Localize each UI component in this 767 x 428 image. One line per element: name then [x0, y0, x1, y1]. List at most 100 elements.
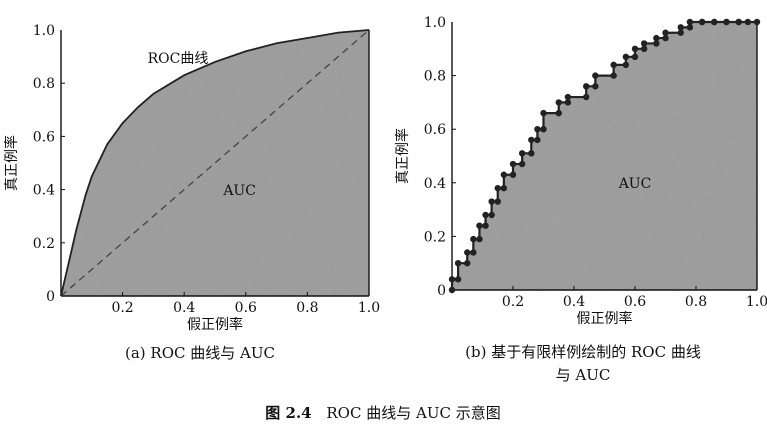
- roc-point: [528, 136, 535, 144]
- panel-b-caption-line-1: (b) 基于有限样例绘制的 ROC 曲线: [465, 343, 701, 361]
- roc-point: [454, 260, 462, 267]
- roc-point: [482, 211, 489, 219]
- auc-annotation-b: AUC: [618, 176, 652, 192]
- roc-point: [640, 45, 648, 52]
- roc-curve-line: [60, 29, 370, 297]
- x-axis-label-b: 假正例率: [577, 310, 633, 327]
- roc-point: [640, 40, 648, 47]
- roc-point: [528, 150, 535, 157]
- auc-annotation-a: AUC: [222, 183, 256, 199]
- y-tick-label: 0.2: [33, 236, 55, 252]
- roc-point: [583, 93, 590, 101]
- roc-point: [677, 24, 684, 31]
- roc-point: [494, 198, 501, 205]
- roc-point: [534, 126, 541, 133]
- x-tick-label: 0.2: [111, 300, 133, 316]
- roc-point: [454, 276, 462, 283]
- x-tick-label: 0.6: [624, 294, 646, 310]
- panel-b: 0.2 0.4 0.6 0.8 1.0 0 0.2 0.4 0.6 0.8 1.0 AUC 假正例率…: [394, 15, 767, 384]
- panel-a: 0.2 0.4 0.6 0.8 1.0 0 0.2 0.4 0.6 0.8 1.0 ROC曲线 AU…: [3, 23, 380, 362]
- roc-point: [735, 18, 742, 26]
- roc-point: [464, 260, 471, 267]
- x-tick-label: 1.0: [746, 294, 767, 310]
- y-tick-label: 0.6: [424, 122, 446, 138]
- y-tick-label: 0.6: [33, 129, 55, 145]
- roc-point: [592, 83, 599, 90]
- auc-texture: [452, 22, 757, 290]
- roc-point: [723, 18, 730, 26]
- panel-a-marks: [60, 29, 370, 297]
- x-tick-label: 0.4: [173, 300, 195, 316]
- x-tick-label: 0.8: [685, 294, 707, 310]
- roc-point: [488, 198, 495, 205]
- panel-b-marks: [448, 18, 761, 294]
- roc-point: [488, 211, 495, 219]
- roc-point: [662, 29, 669, 36]
- y-tick-label: 0.8: [424, 69, 446, 85]
- roc-point: [540, 126, 547, 133]
- y-tick-label: 0: [46, 289, 55, 305]
- x-axis-label-a: 假正例率: [187, 316, 243, 333]
- y-tick-label: 0.2: [424, 229, 446, 245]
- roc-point: [583, 83, 590, 90]
- roc-point: [534, 136, 541, 144]
- roc-point: [470, 235, 477, 243]
- roc-point: [622, 53, 630, 61]
- roc-point: [686, 18, 694, 26]
- roc-point: [564, 99, 572, 106]
- panel-b-axes: [451, 22, 758, 291]
- roc-point: [448, 276, 456, 283]
- x-tick-label: 0.6: [235, 300, 257, 316]
- roc-point: [610, 72, 617, 79]
- y-axis-label-b: 真正例率: [394, 128, 411, 184]
- roc-point: [509, 160, 517, 168]
- panel-b-ticks: 0.2 0.4 0.6 0.8 1.0 0 0.2 0.4 0.6 0.8 1.0: [424, 15, 767, 310]
- roc-point: [464, 249, 471, 256]
- y-tick-label: 0.8: [33, 76, 55, 92]
- roc-point: [555, 99, 562, 106]
- y-tick-label: 1.0: [424, 15, 446, 31]
- roc-point: [653, 40, 660, 47]
- roc-point: [564, 93, 572, 101]
- roc-point: [662, 34, 669, 42]
- roc-point: [711, 18, 718, 26]
- roc-point: [686, 24, 694, 31]
- y-tick-label: 1.0: [33, 23, 55, 39]
- roc-point: [677, 29, 684, 36]
- roc-point: [610, 61, 617, 69]
- roc-point: [509, 171, 517, 178]
- roc-point: [500, 171, 508, 178]
- roc-point: [540, 109, 547, 117]
- roc-curve-annotation: ROC曲线: [148, 51, 209, 67]
- figure-caption: 图 2.4 ROC 曲线与 AUC 示意图: [265, 404, 500, 422]
- panel-a-ticks: 0.2 0.4 0.6 0.8 1.0 0 0.2 0.4 0.6 0.8 1.0: [33, 23, 380, 316]
- roc-point: [494, 184, 501, 192]
- x-tick-label: 0.2: [502, 294, 524, 310]
- roc-point: [753, 18, 761, 26]
- roc-point: [476, 222, 483, 229]
- roc-point: [631, 53, 639, 61]
- diagonal-reference-line: [60, 29, 370, 297]
- panel-b-caption-line-2: 与 AUC: [556, 366, 611, 384]
- roc-point: [448, 286, 456, 294]
- panel-b-auc-area: [452, 22, 757, 290]
- roc-point: [476, 235, 483, 243]
- y-tick-label: 0.4: [424, 176, 446, 192]
- figure-title: ROC 曲线与 AUC 示意图: [326, 404, 500, 422]
- x-tick-label: 1.0: [358, 300, 380, 316]
- roc-point: [592, 72, 599, 79]
- y-axis-label-a: 真正例率: [3, 135, 20, 191]
- roc-point: [518, 150, 526, 157]
- x-tick-label: 0.4: [563, 294, 585, 310]
- y-tick-label: 0.4: [33, 183, 55, 199]
- roc-point: [482, 222, 489, 229]
- roc-point: [500, 184, 508, 192]
- roc-point: [555, 109, 562, 117]
- roc-point: [470, 249, 477, 256]
- roc-point: [518, 160, 526, 168]
- x-tick-label: 0.8: [296, 300, 318, 316]
- roc-point: [622, 61, 630, 69]
- y-tick-label: 0: [437, 283, 446, 299]
- roc-point: [744, 18, 752, 26]
